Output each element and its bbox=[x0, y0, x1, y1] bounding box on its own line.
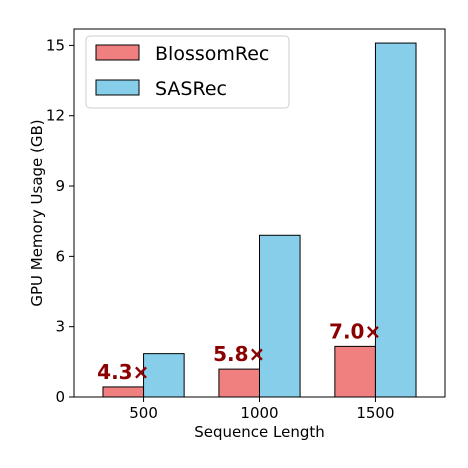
y-tick-label: 0 bbox=[55, 388, 65, 406]
legend-swatch-sasrec bbox=[95, 79, 140, 96]
bar-blossomrec-1000 bbox=[218, 368, 260, 398]
ratio-annotation-1000: 5.8× bbox=[213, 342, 265, 366]
x-tick-label: 1500 bbox=[356, 404, 394, 422]
bar-sasrec-1000 bbox=[259, 234, 301, 398]
x-axis-title: Sequence Length bbox=[194, 423, 325, 441]
x-tick-label: 500 bbox=[129, 404, 158, 422]
y-tick-label: 9 bbox=[55, 177, 65, 195]
x-ticks: 500 1000 1500 bbox=[129, 397, 395, 422]
bars-layer bbox=[102, 42, 417, 398]
ratio-annotation-500: 4.3× bbox=[97, 360, 149, 384]
y-ticks: 0 3 6 9 12 15 bbox=[46, 36, 74, 406]
y-tick-label: 3 bbox=[55, 318, 65, 336]
legend-swatch-blossomrec bbox=[95, 44, 140, 61]
y-tick-label: 12 bbox=[46, 107, 65, 125]
ratio-annotation-1500: 7.0× bbox=[329, 319, 381, 343]
x-tick-label: 1000 bbox=[240, 404, 278, 422]
legend-label-blossomrec: BlossomRec bbox=[155, 43, 269, 65]
bar-sasrec-500 bbox=[143, 353, 185, 398]
bar-sasrec-1500 bbox=[374, 42, 417, 398]
y-tick-label: 6 bbox=[55, 247, 65, 265]
bar-blossomrec-500 bbox=[102, 386, 145, 398]
legend: BlossomRec SASRec bbox=[85, 35, 290, 109]
y-tick-label: 15 bbox=[46, 36, 65, 54]
legend-label-sasrec: SASRec bbox=[155, 78, 227, 100]
annotations-layer: 4.3× 5.8× 7.0× bbox=[97, 319, 381, 384]
y-axis-title: GPU Memory Usage (GB) bbox=[28, 119, 46, 306]
bar-blossomrec-1500 bbox=[334, 345, 376, 398]
